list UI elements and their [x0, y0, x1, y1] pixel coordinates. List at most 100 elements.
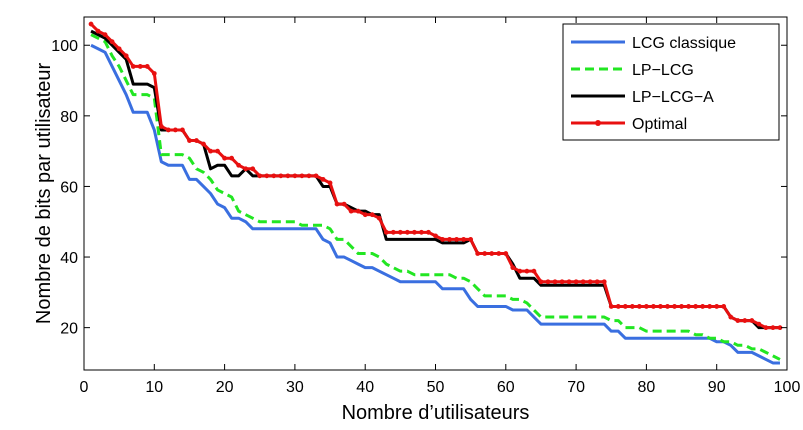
- x-tick-label: 70: [567, 379, 585, 396]
- data-point: [341, 201, 347, 207]
- x-tick-label: 50: [427, 379, 445, 396]
- data-point: [327, 180, 333, 186]
- data-point: [116, 46, 122, 52]
- data-point: [404, 229, 410, 235]
- x-tick-label: 80: [638, 379, 656, 396]
- data-point: [151, 71, 157, 76]
- x-tick-label: 60: [497, 379, 515, 396]
- data-point: [700, 304, 706, 309]
- series-layer: [88, 21, 783, 365]
- y-tick-label: 100: [51, 38, 78, 55]
- data-point: [348, 208, 354, 214]
- data-point: [306, 173, 312, 179]
- series-0: [90, 43, 780, 365]
- data-point: [271, 173, 277, 179]
- data-point: [397, 229, 403, 235]
- data-point: [566, 279, 572, 285]
- legend-item: LP−LCG−A: [571, 89, 714, 106]
- data-point: [320, 176, 326, 182]
- data-point: [187, 138, 192, 143]
- data-point: [749, 318, 755, 323]
- data-point: [243, 166, 249, 172]
- data-point: [285, 173, 291, 179]
- data-point: [236, 162, 242, 168]
- legend-label: LP−LCG−A: [632, 89, 714, 106]
- data-point: [601, 279, 607, 285]
- x-tick-label: 20: [216, 379, 234, 396]
- data-point: [376, 215, 382, 221]
- data-point: [229, 155, 235, 161]
- data-point: [369, 212, 375, 218]
- series-line: [90, 33, 781, 361]
- data-point: [278, 173, 284, 179]
- legend-marker: [595, 120, 601, 126]
- data-point: [496, 251, 502, 256]
- data-point: [222, 155, 228, 161]
- data-point: [454, 236, 459, 242]
- data-point: [587, 279, 593, 285]
- data-point: [461, 236, 467, 242]
- x-tick-label: 10: [145, 379, 163, 396]
- data-point: [510, 265, 516, 271]
- data-point: [201, 141, 206, 147]
- data-point: [292, 173, 298, 179]
- data-point: [580, 279, 586, 285]
- data-point: [250, 166, 256, 172]
- data-point: [728, 314, 734, 320]
- data-point: [88, 21, 94, 27]
- data-point: [763, 325, 769, 331]
- data-point: [545, 279, 551, 285]
- x-axis: 0 10 20 30 40 50 60 70 80 90 100: [80, 17, 801, 396]
- data-point: [165, 127, 171, 133]
- data-point: [552, 279, 558, 285]
- data-point: [489, 251, 495, 256]
- data-point: [517, 268, 523, 274]
- data-point: [130, 64, 136, 69]
- data-point: [622, 304, 628, 309]
- x-tick-label: 30: [286, 379, 304, 396]
- data-point: [299, 173, 305, 179]
- data-point: [538, 279, 544, 285]
- data-point: [144, 64, 150, 69]
- data-point: [735, 318, 741, 323]
- data-point: [559, 279, 565, 285]
- x-tick-label: 100: [774, 379, 801, 396]
- data-point: [742, 318, 748, 323]
- data-point: [447, 236, 452, 242]
- legend-label: LP−LCG: [632, 62, 694, 79]
- data-point: [313, 173, 319, 179]
- data-point: [770, 325, 776, 331]
- data-point: [644, 304, 649, 309]
- data-point: [651, 304, 656, 309]
- series-1: [90, 33, 781, 361]
- data-point: [672, 304, 677, 309]
- data-point: [665, 304, 670, 309]
- data-point: [95, 28, 101, 34]
- data-point: [172, 127, 178, 133]
- data-point: [440, 236, 445, 242]
- legend-item: LP−LCG: [571, 62, 694, 79]
- legend-item: Optimal: [571, 116, 687, 133]
- data-point: [503, 251, 509, 256]
- data-point: [636, 304, 642, 309]
- y-axis-label: Nombre de bits par utilisateur: [33, 63, 55, 325]
- data-point: [629, 304, 635, 309]
- data-point: [334, 201, 340, 207]
- x-axis-label: Nombre d’utilisateurs: [342, 402, 530, 424]
- data-point: [390, 229, 396, 235]
- series-3: [88, 21, 783, 331]
- data-point: [679, 304, 684, 309]
- data-point: [264, 173, 270, 179]
- data-point: [714, 304, 720, 309]
- data-point: [756, 321, 762, 327]
- data-point: [102, 32, 108, 38]
- data-point: [426, 229, 431, 235]
- data-point: [777, 325, 783, 331]
- data-point: [137, 64, 143, 69]
- y-tick-label: 60: [60, 179, 78, 196]
- legend-label: LCG classique: [632, 35, 736, 52]
- x-tick-label: 90: [708, 379, 726, 396]
- series-line: [90, 43, 780, 365]
- data-point: [158, 124, 164, 129]
- data-point: [468, 236, 474, 242]
